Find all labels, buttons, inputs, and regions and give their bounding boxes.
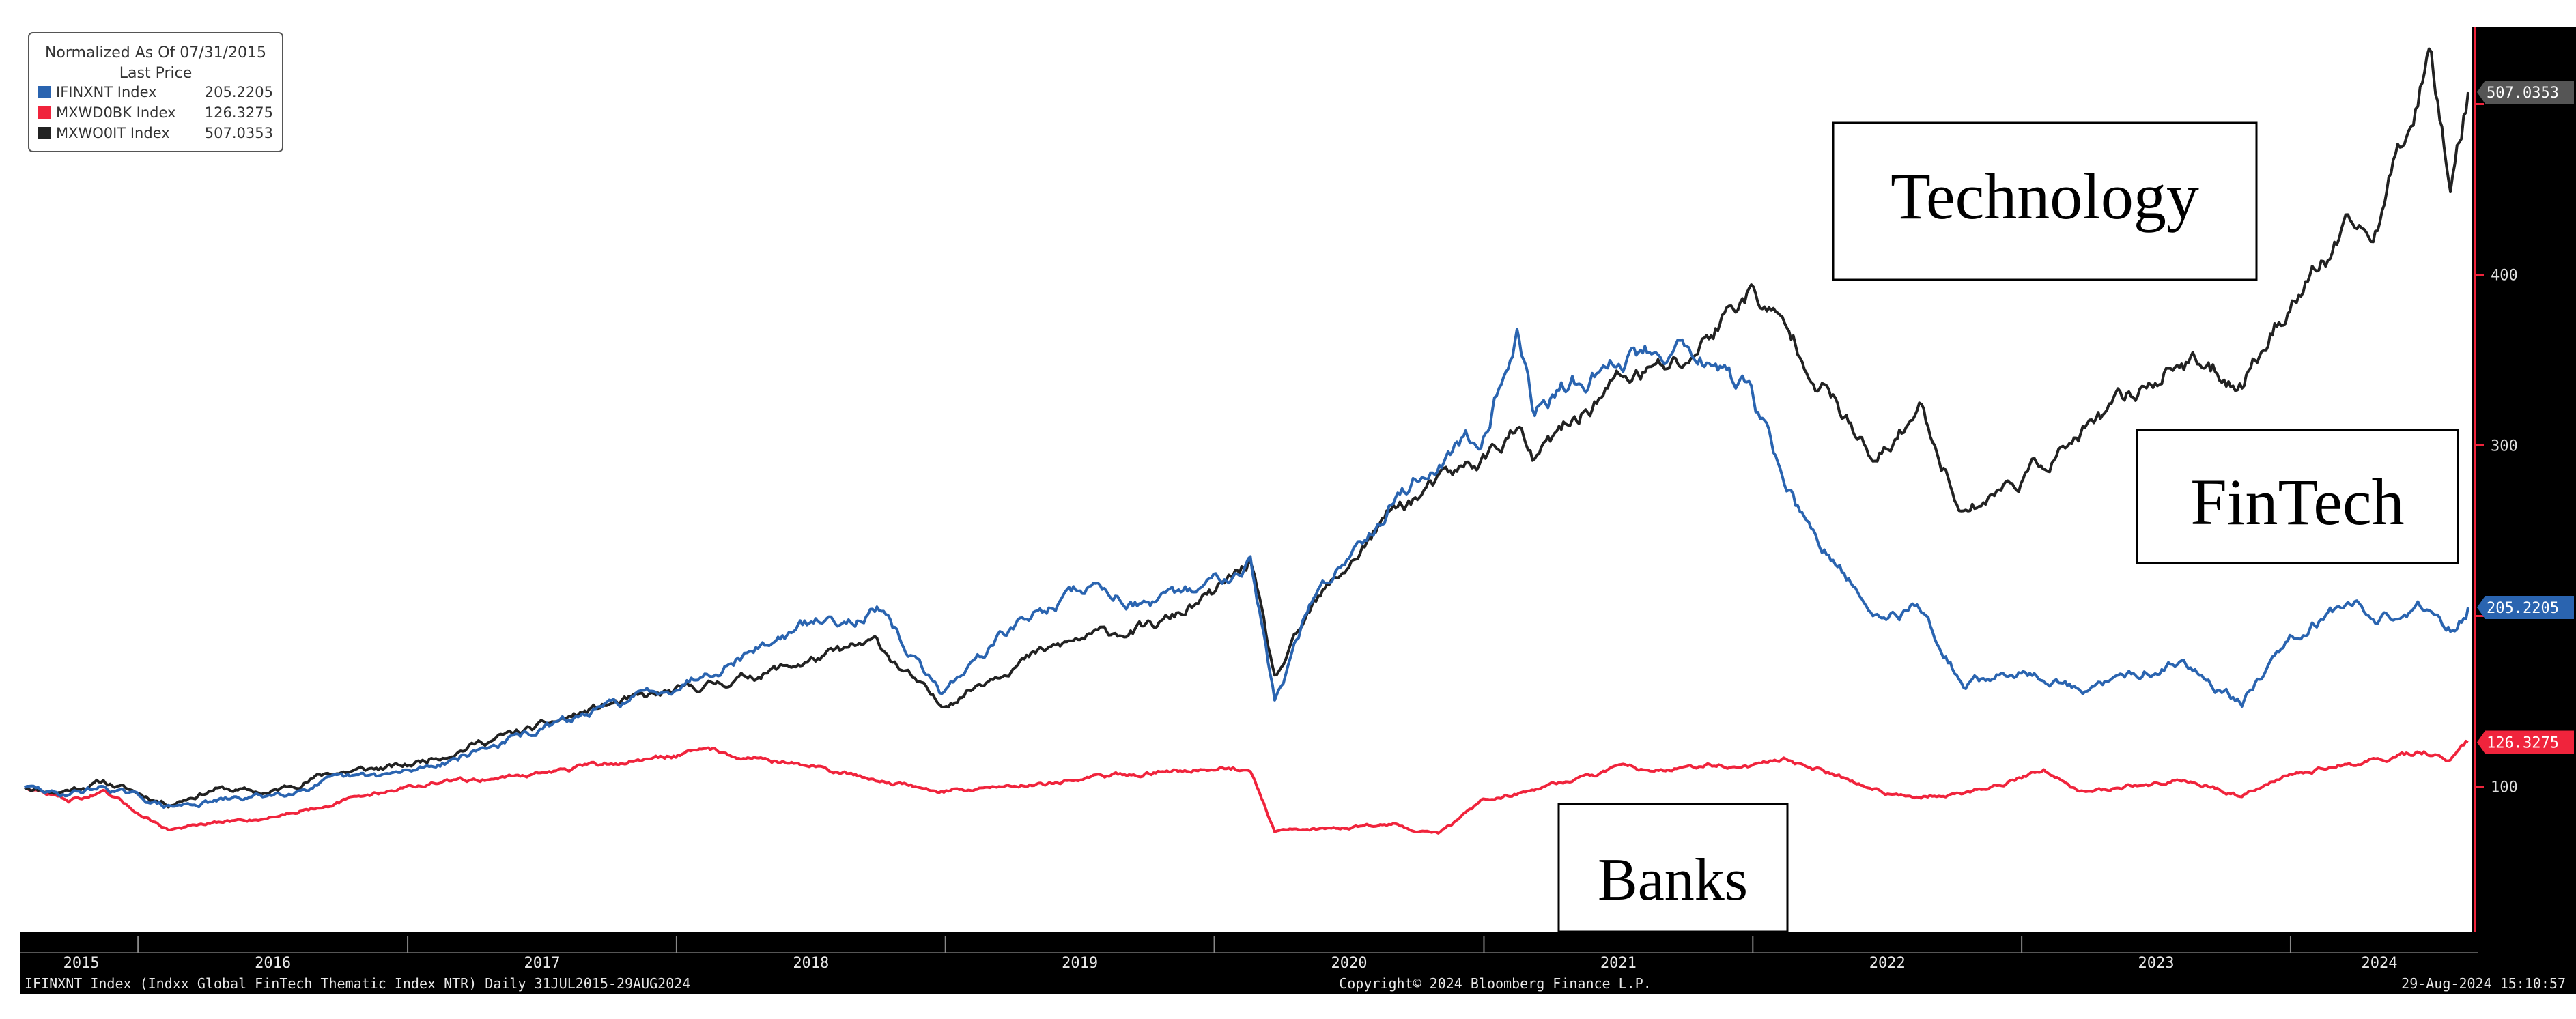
x-axis-ticks: 2015 2016 2017 2018 2019 2020 2021 2022 2023 2024 xyxy=(63,936,2397,972)
x-tick-label: 2019 xyxy=(1062,955,1098,972)
x-tick-label: 2018 xyxy=(793,955,829,972)
legend-entry-label: IFINXNT Index xyxy=(56,84,157,100)
legend-entry: MXWO0IT Index 507.0353 xyxy=(38,125,273,141)
annotation-banks-box xyxy=(1557,803,1789,933)
last-value-tag-label: 205.2205 xyxy=(2487,600,2559,617)
last-value-tag: 126.3275 xyxy=(2477,730,2574,754)
series-line-mxwo0it xyxy=(24,47,2469,809)
y-axis-ticks: 100 300 400 xyxy=(2475,103,2518,796)
last-value-tag: 205.2205 xyxy=(2477,596,2574,619)
legend: Normalized As Of 07/31/2015 Last Price I… xyxy=(28,32,283,152)
annotation-technology: Technology xyxy=(1832,121,2258,281)
last-value-tag-bg xyxy=(2477,596,2574,619)
footer-right: 29-Aug-2024 15:10:57 xyxy=(2401,975,2566,992)
last-value-tag-bg xyxy=(2477,730,2574,754)
y-tick-label: 300 xyxy=(2491,438,2518,455)
last-value-tag-bg xyxy=(2477,81,2574,104)
x-tick-label: 2022 xyxy=(1869,955,1906,972)
y-tick-label: 100 xyxy=(2491,779,2518,796)
legend-entries: IFINXNT Index 205.2205 MXWD0BK Index 126.32… xyxy=(38,84,273,141)
last-value-tags: 507.0353 205.2205 126.3275 xyxy=(2477,81,2574,754)
last-value-tag-label: 507.0353 xyxy=(2487,85,2559,102)
legend-header-line2: Last Price xyxy=(119,65,193,82)
series-line-ifinxnt xyxy=(23,328,2469,809)
x-axis-band xyxy=(20,932,2576,994)
legend-entry-label: MXWD0BK Index xyxy=(56,104,175,121)
series-line-mxwd0bk xyxy=(24,740,2469,835)
y-tick-label: 400 xyxy=(2491,268,2518,285)
x-tick-label: 2015 xyxy=(63,955,100,972)
x-tick-label: 2024 xyxy=(2361,955,2397,972)
y-axis-panel xyxy=(2472,27,2576,932)
annotation-technology-box xyxy=(1832,121,2258,281)
annotation-fintech-label: FinTech xyxy=(2190,465,2404,539)
legend-entry-value: 507.0353 xyxy=(205,125,273,141)
annotation-technology-label: Technology xyxy=(1891,160,2199,233)
annotation-fintech-box xyxy=(2136,429,2459,564)
annotation-fintech: FinTech xyxy=(2136,429,2459,564)
x-tick-label: 2020 xyxy=(1331,955,1368,972)
x-tick-label: 2017 xyxy=(524,955,560,972)
legend-swatch xyxy=(38,106,51,119)
legend-entry-value: 205.2205 xyxy=(205,84,273,100)
annotation-banks: Banks xyxy=(1557,803,1789,933)
x-tick-label: 2021 xyxy=(1600,955,1637,972)
legend-entry: IFINXNT Index 205.2205 xyxy=(38,84,273,100)
legend-entry-value: 126.3275 xyxy=(205,104,273,121)
legend-entry: MXWD0BK Index 126.3275 xyxy=(38,104,273,121)
last-value-tag-label: 126.3275 xyxy=(2487,735,2559,752)
footer-left: IFINXNT Index (Indxx Global FinTech Them… xyxy=(25,975,690,992)
legend-box xyxy=(28,32,283,152)
last-value-tag: 507.0353 xyxy=(2477,81,2574,104)
x-tick-label: 2016 xyxy=(255,955,291,972)
legend-swatch xyxy=(38,86,51,98)
legend-swatch xyxy=(38,127,51,139)
legend-header-line1: Normalized As Of 07/31/2015 xyxy=(45,44,266,61)
legend-entry-label: MXWO0IT Index xyxy=(56,125,170,141)
x-tick-label: 2023 xyxy=(2138,955,2175,972)
footer-center: Copyright© 2024 Bloomberg Finance L.P. xyxy=(1339,975,1652,992)
annotation-banks-label: Banks xyxy=(1598,847,1748,913)
plot-area xyxy=(23,47,2469,835)
